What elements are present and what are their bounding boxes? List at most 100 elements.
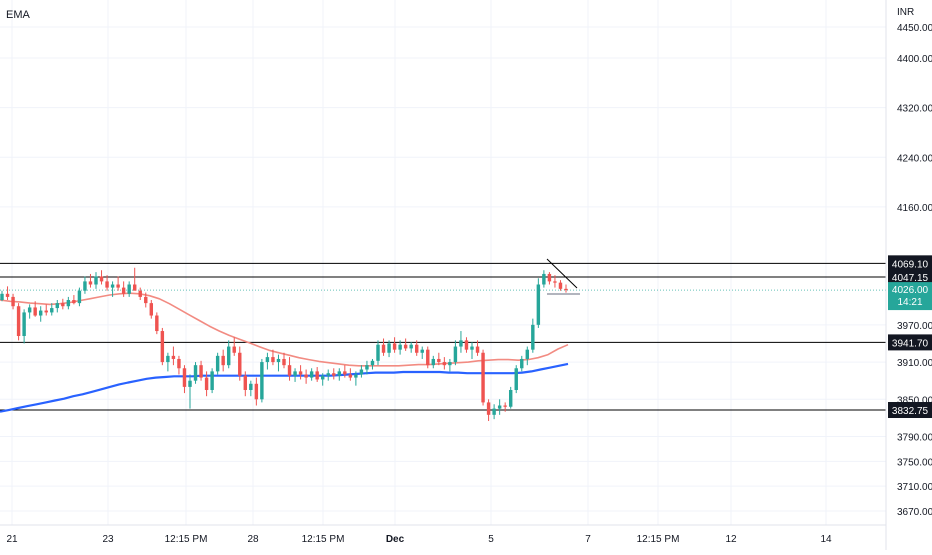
candle-body: [470, 346, 474, 350]
candle-body: [525, 349, 530, 359]
candle-body: [193, 365, 198, 381]
candle-body: [221, 355, 225, 366]
candle-body: [249, 383, 253, 390]
trend-line[interactable]: [546, 258, 578, 289]
candle-body: [182, 368, 187, 387]
candle-body: [265, 357, 270, 363]
level-price-badge: [888, 268, 932, 285]
indicator-legend-ema[interactable]: EMA: [6, 9, 31, 21]
candle-body: [359, 369, 364, 375]
candle-body: [171, 355, 176, 359]
candle-body: [61, 303, 65, 307]
countdown-label: 14:21: [897, 297, 922, 308]
candle-body: [326, 373, 330, 376]
candle-body: [564, 288, 568, 291]
candle-body: [204, 377, 209, 390]
candle-body: [442, 362, 447, 366]
price-axis[interactable]: INR 4450.00 4400.00 4320.00 4240.00 4160.00 3…: [885, 0, 932, 550]
candle-body: [260, 362, 264, 400]
price-tick-label: 3670.00: [897, 507, 932, 518]
candle-body: [497, 405, 502, 409]
candle-body: [0, 293, 4, 301]
candle-body: [332, 373, 336, 376]
time-tick-label: 12:15 PM: [165, 534, 208, 545]
candle-body: [27, 307, 32, 313]
candle-body: [414, 344, 419, 353]
candle-body: [514, 368, 518, 390]
candle-body: [315, 371, 319, 380]
ema-long-line: [0, 362, 569, 413]
candle-body: [232, 346, 236, 353]
candle-body: [121, 287, 126, 294]
price-tick-label: 4240.00: [897, 153, 932, 164]
candle-body: [94, 276, 98, 285]
drawings[interactable]: [546, 258, 580, 295]
candle-body: [210, 371, 214, 390]
candle-body: [177, 358, 181, 369]
candle-body: [11, 296, 15, 307]
candle-body: [448, 362, 452, 366]
candle-body: [508, 389, 513, 407]
horizontal-levels[interactable]: [0, 262, 886, 411]
candle-body: [271, 357, 275, 363]
candles: [0, 267, 568, 422]
candle-body: [426, 349, 430, 366]
candle-body: [354, 374, 358, 378]
candle-body: [132, 284, 137, 291]
candle-body: [475, 346, 480, 353]
candle-body: [99, 276, 104, 282]
candle-body: [558, 282, 563, 289]
time-tick-label: 21: [6, 534, 18, 545]
candle-body: [199, 365, 203, 378]
price-tick-label: 3850.00: [897, 395, 932, 406]
candle-body: [392, 343, 397, 350]
candle-body: [409, 344, 413, 349]
level-price-label: 4069.10: [892, 259, 929, 270]
candle-body: [33, 307, 37, 316]
candle-body: [520, 358, 524, 369]
candle-body: [22, 312, 26, 337]
candle-body: [188, 380, 192, 387]
candle-body: [77, 290, 82, 304]
candle-body: [304, 374, 308, 378]
time-tick-label: 12:15 PM: [637, 534, 680, 545]
candle-body: [365, 365, 369, 370]
time-tick-label: 5: [488, 534, 494, 545]
candle-body: [348, 374, 353, 378]
candle-body: [437, 358, 441, 363]
price-tick-label: 3970.00: [897, 321, 932, 332]
candle-body: [370, 360, 375, 366]
time-axis[interactable]: 21 23 12:15 PM 28 12:15 PM Dec 5 7 12:15 PM 12 14: [0, 524, 886, 545]
price-tick-label: 3910.00: [897, 358, 932, 369]
candle-body: [55, 303, 60, 309]
price-tick-label: 4160.00: [897, 203, 932, 214]
candle-body: [531, 324, 535, 350]
candle-body: [166, 355, 170, 363]
candle-body: [420, 349, 424, 353]
candle-body: [542, 273, 546, 285]
candle-body: [83, 281, 87, 291]
candle-body: [381, 344, 386, 353]
candle-body: [293, 371, 297, 376]
candle-body: [459, 340, 463, 347]
candle-body: [547, 273, 552, 282]
candle-body: [320, 375, 325, 380]
candle-body: [127, 284, 131, 294]
currency-label: INR: [897, 7, 914, 18]
candle-body: [343, 371, 347, 375]
candle-body: [149, 303, 154, 316]
candle-body: [536, 284, 541, 325]
grid: [0, 0, 886, 525]
time-tick-label: 7: [585, 534, 591, 545]
candle-body: [160, 331, 165, 363]
price-tick-label: 4320.00: [897, 104, 932, 115]
time-tick-label: 12: [725, 534, 737, 545]
current-price-badge: [888, 282, 932, 311]
level-price-label: 3941.70: [892, 338, 929, 349]
time-tick-label: 28: [247, 534, 259, 545]
candle-body: [226, 346, 231, 366]
candle-body: [144, 296, 148, 304]
candle-body: [282, 358, 286, 366]
